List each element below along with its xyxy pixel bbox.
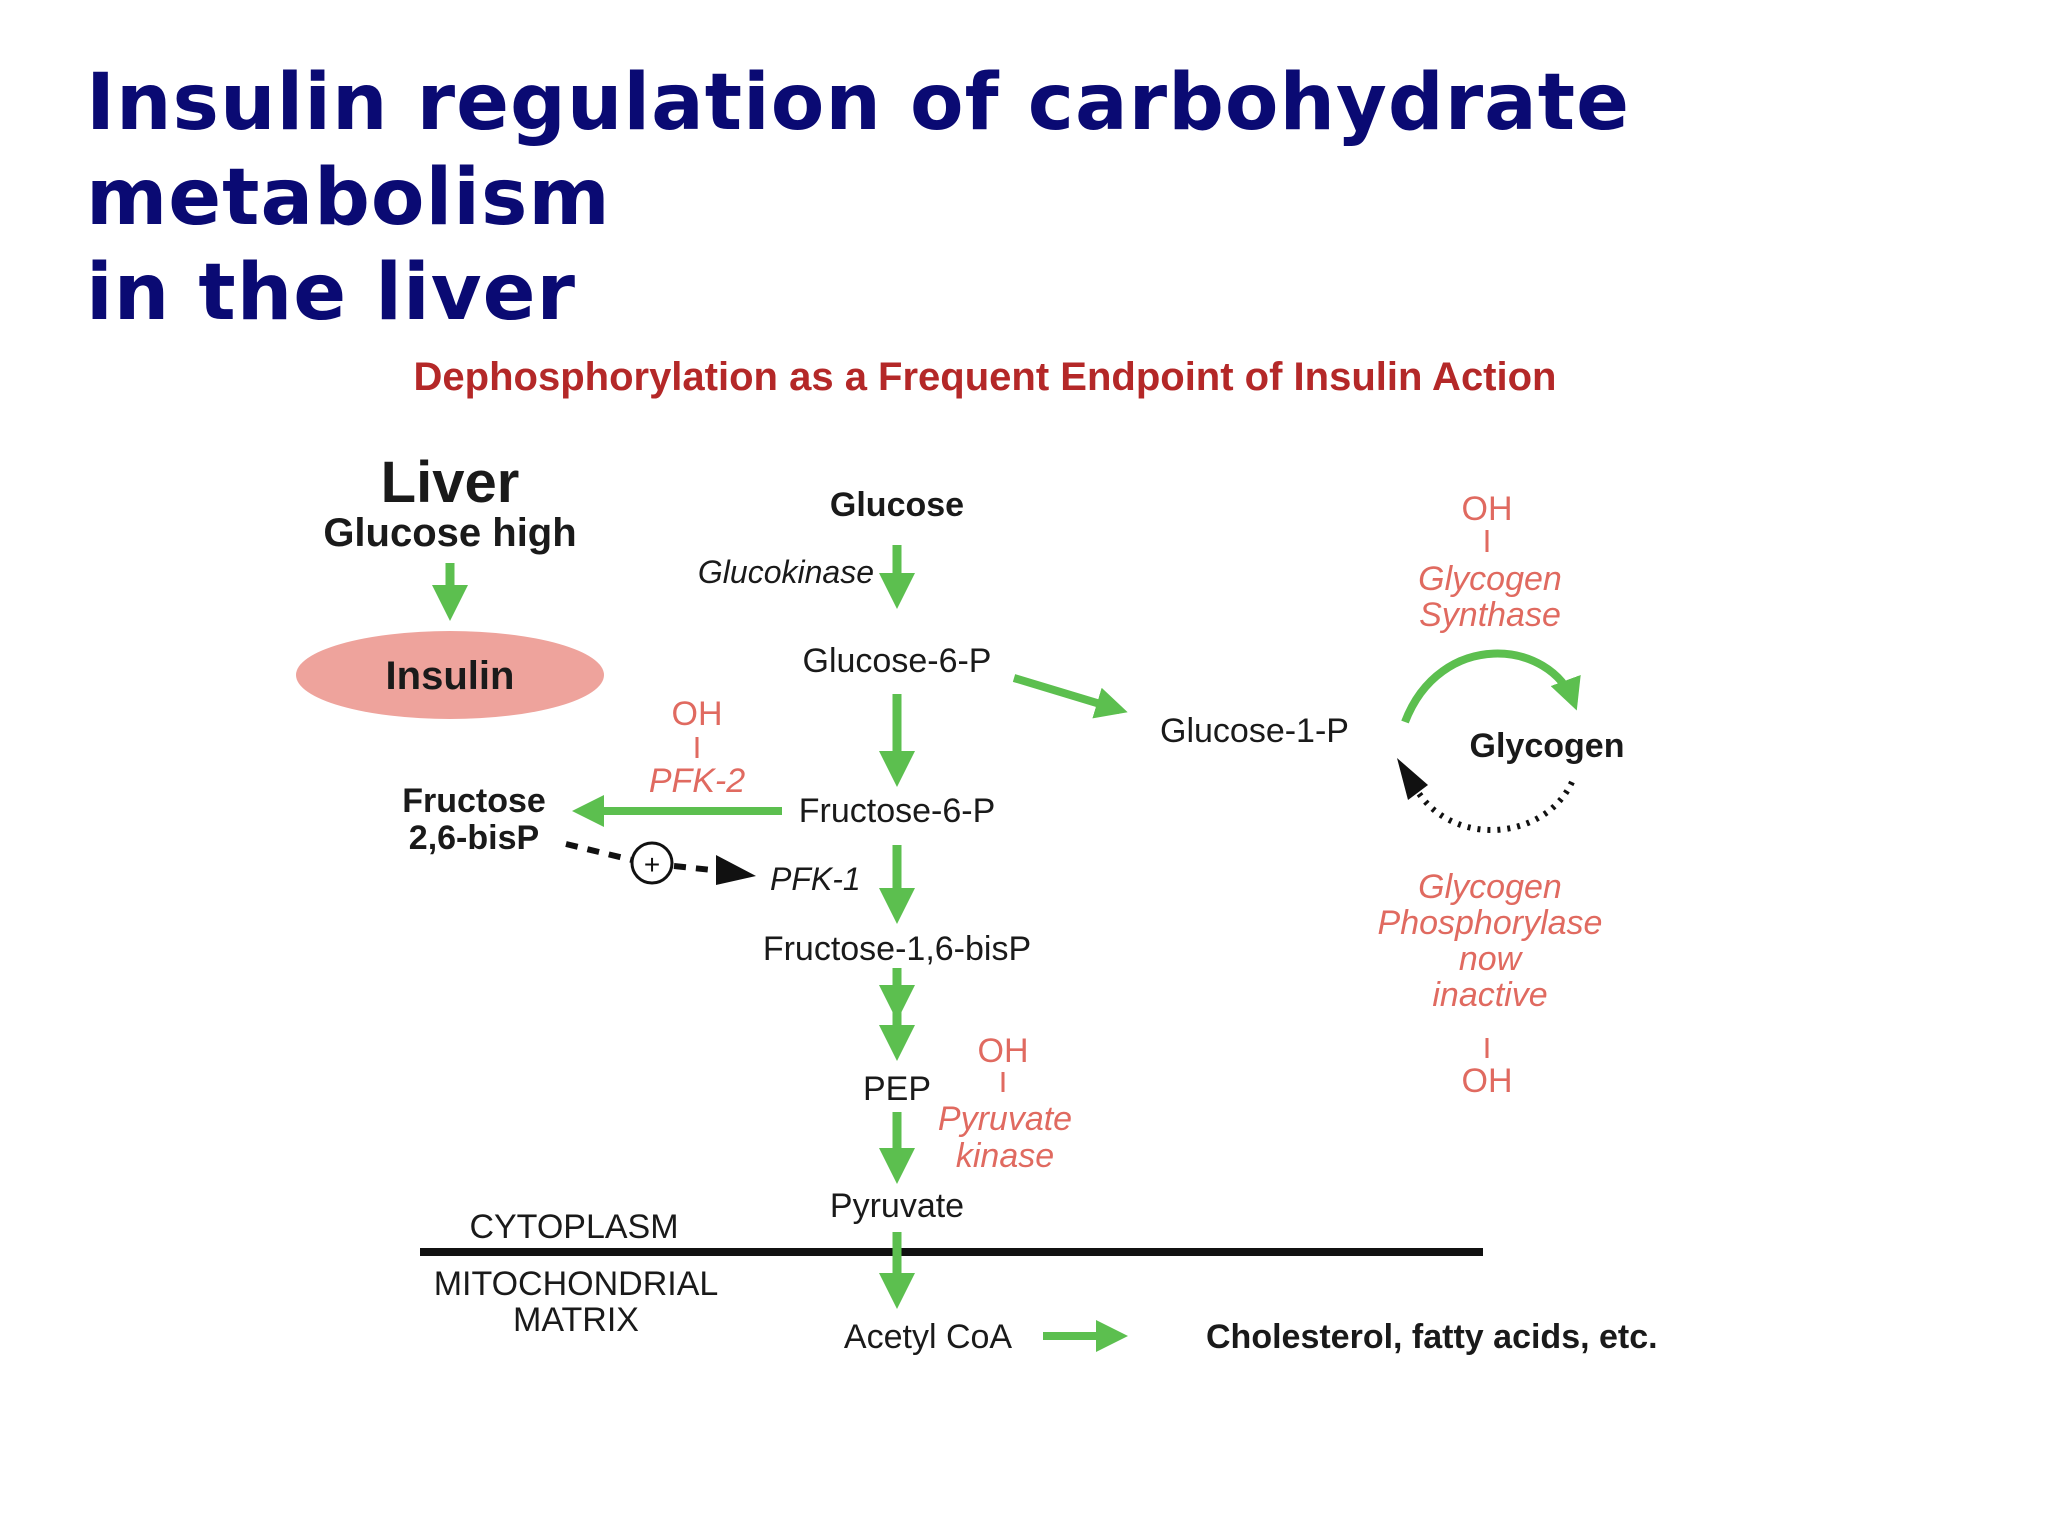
fructose-26-line2: 2,6-bisP <box>409 819 539 857</box>
glycogen-phosphorylase-line1: Glycogen <box>1418 868 1562 906</box>
effector-dashed-line-a <box>565 841 633 863</box>
effector-dashed-line-b <box>673 863 713 873</box>
glycogen-phosphorylase-line4: inactive <box>1432 976 1547 1014</box>
pfk2-label: PFK-2 <box>649 762 745 800</box>
slide-title: Insulin regulation of carbohydrate metab… <box>86 56 1986 341</box>
glucose-label: Glucose <box>830 486 964 524</box>
pep-label: PEP <box>863 1070 931 1108</box>
pyruvate-kinase-oh: OH <box>978 1032 1029 1070</box>
effector-arrowhead <box>716 855 756 885</box>
insulin-ellipse <box>296 631 604 719</box>
fructose-16-label: Fructose-1,6-bisP <box>763 930 1031 968</box>
glucose-1-p-label: Glucose-1-P <box>1160 712 1349 750</box>
glycogen-synthesis-curved-arrow <box>1401 649 1581 724</box>
glycogen-synthase-line1: Glycogen <box>1418 560 1562 598</box>
acetyl-coa-label: Acetyl CoA <box>844 1318 1012 1356</box>
glycogenolysis-dotted-arrow <box>1415 780 1575 834</box>
glucose-high-label: Glucose high <box>323 511 576 555</box>
pyruvate-label: Pyruvate <box>830 1187 964 1225</box>
pfk2-oh: OH <box>672 695 723 733</box>
glycogen-phosphorylase-oh: OH <box>1462 1062 1513 1100</box>
glycogen-label: Glycogen <box>1470 727 1625 765</box>
glycogen-phosphorylase-line2: Phosphorylase <box>1378 904 1603 942</box>
glycogen-synthase-oh: OH <box>1462 490 1513 528</box>
insulin-label: Insulin <box>386 654 515 698</box>
glycogen-phosphorylase-line3: now <box>1459 940 1524 978</box>
pyruvate-kinase-line2: kinase <box>956 1137 1054 1175</box>
slide-title-line2: in the liver <box>86 248 576 338</box>
glycogenolysis-arrowhead <box>1397 758 1428 800</box>
products-label: Cholesterol, fatty acids, etc. <box>1206 1318 1658 1356</box>
positive-effector-plus: + <box>644 849 660 880</box>
glycogen-synthase-line2: Synthase <box>1419 596 1561 634</box>
pyruvate-kinase-line1: Pyruvate <box>938 1100 1072 1138</box>
pfk1-label: PFK-1 <box>770 861 861 897</box>
fructose-6-p-label: Fructose-6-P <box>799 792 996 830</box>
slide-title-line1: Insulin regulation of carbohydrate metab… <box>86 58 1630 243</box>
g6p-to-g1p-arrow <box>1012 674 1128 719</box>
diagram-title: Dephosphorylation as a Frequent Endpoint… <box>414 355 1557 399</box>
glucose-6-p-label: Glucose-6-P <box>803 642 992 680</box>
mitochondrial-line1: MITOCHONDRIAL <box>434 1265 719 1303</box>
fructose-26-line1: Fructose <box>402 782 546 820</box>
mitochondrial-line2: MATRIX <box>513 1301 639 1339</box>
cytoplasm-label: CYTOPLASM <box>469 1208 678 1246</box>
positive-effector-circle <box>630 841 674 885</box>
glucokinase-label: Glucokinase <box>698 554 874 590</box>
liver-label: Liver <box>381 450 520 515</box>
